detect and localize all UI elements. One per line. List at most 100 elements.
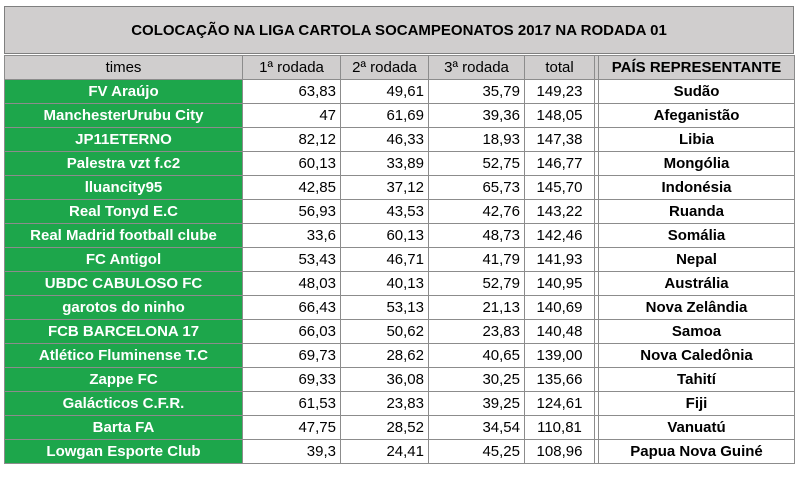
- team-cell[interactable]: Barta FA: [4, 415, 243, 440]
- team-cell[interactable]: FV Araújo: [4, 79, 243, 104]
- team-cell[interactable]: Palestra vzt f.c2: [4, 151, 243, 176]
- round-1-cell[interactable]: 63,83: [242, 79, 341, 104]
- country-cell[interactable]: Sudão: [598, 79, 795, 104]
- round-2-cell[interactable]: 53,13: [340, 295, 429, 320]
- header-country[interactable]: PAÍS REPRESENTANTE: [598, 55, 795, 80]
- round-2-cell[interactable]: 28,52: [340, 415, 429, 440]
- round-2-cell[interactable]: 36,08: [340, 367, 429, 392]
- round-2-cell[interactable]: 49,61: [340, 79, 429, 104]
- total-cell[interactable]: 108,96: [524, 439, 595, 464]
- round-1-cell[interactable]: 39,3: [242, 439, 341, 464]
- round-3-cell[interactable]: 40,65: [428, 343, 525, 368]
- country-cell[interactable]: Fiji: [598, 391, 795, 416]
- country-cell[interactable]: Afeganistão: [598, 103, 795, 128]
- total-cell[interactable]: 142,46: [524, 223, 595, 248]
- team-cell[interactable]: JP11ETERNO: [4, 127, 243, 152]
- round-1-cell[interactable]: 69,33: [242, 367, 341, 392]
- header-round-1[interactable]: 1ª rodada: [242, 55, 341, 80]
- total-cell[interactable]: 135,66: [524, 367, 595, 392]
- team-cell[interactable]: Galácticos C.F.R.: [4, 391, 243, 416]
- round-1-cell[interactable]: 48,03: [242, 271, 341, 296]
- round-1-cell[interactable]: 33,6: [242, 223, 341, 248]
- round-1-cell[interactable]: 42,85: [242, 175, 341, 200]
- round-3-cell[interactable]: 45,25: [428, 439, 525, 464]
- total-cell[interactable]: 140,69: [524, 295, 595, 320]
- total-cell[interactable]: 140,48: [524, 319, 595, 344]
- round-2-cell[interactable]: 43,53: [340, 199, 429, 224]
- total-cell[interactable]: 146,77: [524, 151, 595, 176]
- round-3-cell[interactable]: 52,79: [428, 271, 525, 296]
- round-1-cell[interactable]: 66,03: [242, 319, 341, 344]
- round-1-cell[interactable]: 53,43: [242, 247, 341, 272]
- round-2-cell[interactable]: 46,71: [340, 247, 429, 272]
- total-cell[interactable]: 147,38: [524, 127, 595, 152]
- country-cell[interactable]: Vanuatú: [598, 415, 795, 440]
- round-2-cell[interactable]: 61,69: [340, 103, 429, 128]
- total-cell[interactable]: 143,22: [524, 199, 595, 224]
- round-1-cell[interactable]: 61,53: [242, 391, 341, 416]
- round-3-cell[interactable]: 23,83: [428, 319, 525, 344]
- round-3-cell[interactable]: 48,73: [428, 223, 525, 248]
- country-cell[interactable]: Mongólia: [598, 151, 795, 176]
- country-cell[interactable]: Nova Caledônia: [598, 343, 795, 368]
- total-cell[interactable]: 149,23: [524, 79, 595, 104]
- team-cell[interactable]: Zappe FC: [4, 367, 243, 392]
- round-1-cell[interactable]: 66,43: [242, 295, 341, 320]
- round-2-cell[interactable]: 33,89: [340, 151, 429, 176]
- round-3-cell[interactable]: 41,79: [428, 247, 525, 272]
- round-3-cell[interactable]: 21,13: [428, 295, 525, 320]
- total-cell[interactable]: 145,70: [524, 175, 595, 200]
- country-cell[interactable]: Nepal: [598, 247, 795, 272]
- round-3-cell[interactable]: 39,25: [428, 391, 525, 416]
- country-cell[interactable]: Ruanda: [598, 199, 795, 224]
- country-cell[interactable]: Papua Nova Guiné: [598, 439, 795, 464]
- round-2-cell[interactable]: 46,33: [340, 127, 429, 152]
- round-2-cell[interactable]: 23,83: [340, 391, 429, 416]
- total-cell[interactable]: 124,61: [524, 391, 595, 416]
- round-3-cell[interactable]: 65,73: [428, 175, 525, 200]
- round-1-cell[interactable]: 56,93: [242, 199, 341, 224]
- header-total[interactable]: total: [524, 55, 595, 80]
- total-cell[interactable]: 148,05: [524, 103, 595, 128]
- round-1-cell[interactable]: 60,13: [242, 151, 341, 176]
- header-round-2[interactable]: 2ª rodada: [340, 55, 429, 80]
- country-cell[interactable]: Libia: [598, 127, 795, 152]
- round-1-cell[interactable]: 47: [242, 103, 341, 128]
- total-cell[interactable]: 139,00: [524, 343, 595, 368]
- country-cell[interactable]: Samoa: [598, 319, 795, 344]
- round-2-cell[interactable]: 60,13: [340, 223, 429, 248]
- team-cell[interactable]: lluancity95: [4, 175, 243, 200]
- country-cell[interactable]: Austrália: [598, 271, 795, 296]
- team-cell[interactable]: Real Tonyd E.C: [4, 199, 243, 224]
- round-3-cell[interactable]: 34,54: [428, 415, 525, 440]
- team-cell[interactable]: UBDC CABULOSO FC: [4, 271, 243, 296]
- country-cell[interactable]: Indonésia: [598, 175, 795, 200]
- round-1-cell[interactable]: 69,73: [242, 343, 341, 368]
- round-3-cell[interactable]: 52,75: [428, 151, 525, 176]
- round-3-cell[interactable]: 39,36: [428, 103, 525, 128]
- team-cell[interactable]: Lowgan Esporte Club: [4, 439, 243, 464]
- country-cell[interactable]: Tahití: [598, 367, 795, 392]
- round-3-cell[interactable]: 42,76: [428, 199, 525, 224]
- country-cell[interactable]: Somália: [598, 223, 795, 248]
- team-cell[interactable]: Real Madrid football clube: [4, 223, 243, 248]
- team-cell[interactable]: FCB BARCELONA 17: [4, 319, 243, 344]
- total-cell[interactable]: 110,81: [524, 415, 595, 440]
- table-title[interactable]: COLOCAÇÃO NA LIGA CARTOLA SOCAMPEONATOS …: [4, 6, 794, 54]
- team-cell[interactable]: ManchesterUrubu City: [4, 103, 243, 128]
- total-cell[interactable]: 141,93: [524, 247, 595, 272]
- round-3-cell[interactable]: 30,25: [428, 367, 525, 392]
- round-3-cell[interactable]: 18,93: [428, 127, 525, 152]
- round-2-cell[interactable]: 28,62: [340, 343, 429, 368]
- team-cell[interactable]: Atlético Fluminense T.C: [4, 343, 243, 368]
- team-cell[interactable]: garotos do ninho: [4, 295, 243, 320]
- round-2-cell[interactable]: 24,41: [340, 439, 429, 464]
- round-3-cell[interactable]: 35,79: [428, 79, 525, 104]
- round-1-cell[interactable]: 82,12: [242, 127, 341, 152]
- round-2-cell[interactable]: 40,13: [340, 271, 429, 296]
- header-round-3[interactable]: 3ª rodada: [428, 55, 525, 80]
- country-cell[interactable]: Nova Zelândia: [598, 295, 795, 320]
- round-1-cell[interactable]: 47,75: [242, 415, 341, 440]
- total-cell[interactable]: 140,95: [524, 271, 595, 296]
- team-cell[interactable]: FC Antigol: [4, 247, 243, 272]
